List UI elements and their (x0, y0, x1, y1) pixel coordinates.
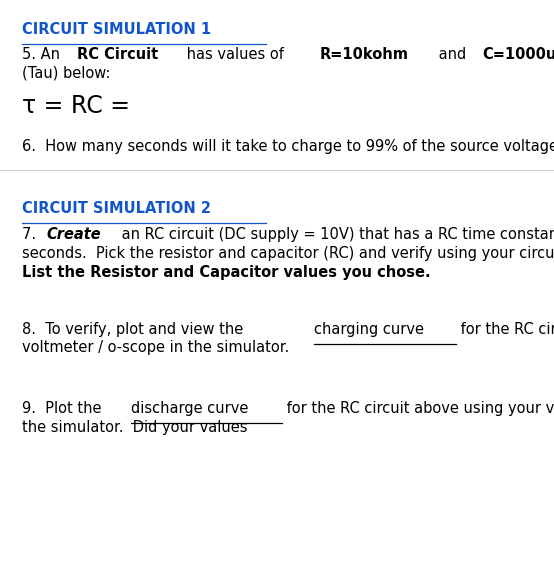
Text: for the RC circuit above using your voltmeter / o-scope in: for the RC circuit above using your volt… (282, 401, 554, 416)
Text: 7.: 7. (22, 227, 41, 243)
Text: R=10kohm: R=10kohm (320, 47, 408, 62)
Text: RC Circuit: RC Circuit (77, 47, 158, 62)
Text: CIRCUIT SIMULATION 1: CIRCUIT SIMULATION 1 (22, 22, 211, 37)
Text: (Tau) below:: (Tau) below: (22, 65, 111, 80)
Text: voltmeter / o-scope in the simulator.: voltmeter / o-scope in the simulator. (22, 340, 289, 356)
Text: C=1000uF: C=1000uF (482, 47, 554, 62)
Text: charging curve: charging curve (314, 322, 424, 337)
Text: 8.  To verify, plot and view the: 8. To verify, plot and view the (22, 322, 248, 337)
Text: List the Resistor and Capacitor values you chose.: List the Resistor and Capacitor values y… (22, 265, 431, 280)
Text: seconds.  Pick the resistor and capacitor (RC) and verify using your circuit sim: seconds. Pick the resistor and capacitor… (22, 246, 554, 261)
Text: has values of: has values of (182, 47, 289, 62)
Text: 6.  How many seconds will it take to charge to 99% of the source voltage if Vs=1: 6. How many seconds will it take to char… (22, 139, 554, 154)
Text: Create: Create (47, 227, 101, 243)
Text: for the RC circuit above using your: for the RC circuit above using your (455, 322, 554, 337)
Text: an RC circuit (DC supply = 10V) that has a RC time constant equal to 3.3: an RC circuit (DC supply = 10V) that has… (117, 227, 554, 243)
Text: the simulator.  Did your values: the simulator. Did your values (22, 420, 248, 435)
Text: 5. An: 5. An (22, 47, 65, 62)
Text: CIRCUIT SIMULATION 2: CIRCUIT SIMULATION 2 (22, 201, 211, 216)
Text: 9.  Plot the: 9. Plot the (22, 401, 106, 416)
Text: and: and (434, 47, 471, 62)
Text: τ = RC =: τ = RC = (22, 94, 130, 118)
Text: discharge curve: discharge curve (131, 401, 248, 416)
